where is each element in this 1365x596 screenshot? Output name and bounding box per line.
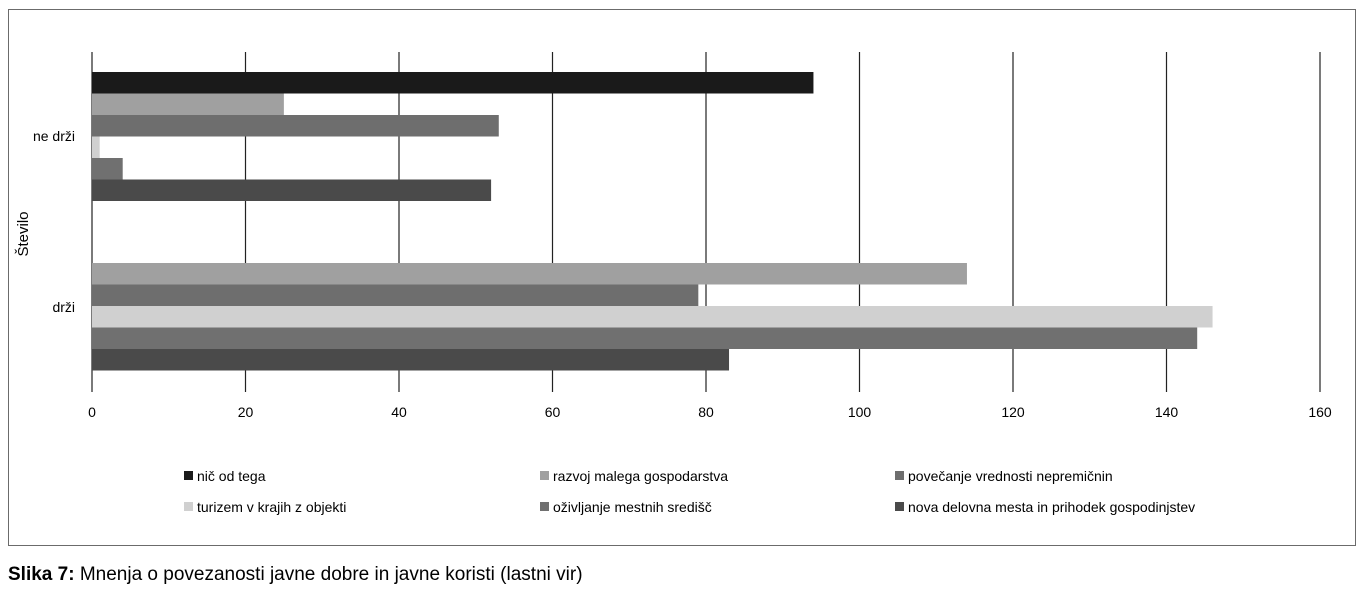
x-tick-label-0: 0: [88, 404, 96, 420]
bar-chart: 0 20 40 60 80 100 120 140 160 ne drži drži Število n…: [15, 52, 1332, 515]
x-tick-label-4: 80: [698, 404, 714, 420]
caption-prefix: Slika 7:: [8, 564, 75, 585]
legend-label-5: nova delovna mesta in prihodek gospodinj…: [908, 499, 1195, 515]
category-label-1: drži: [52, 299, 75, 315]
x-tick-label-3: 60: [545, 404, 561, 420]
bar-0-0: [92, 72, 814, 94]
category-label-0: ne drži: [33, 128, 75, 144]
bar-1-1: [92, 263, 967, 285]
x-tick-label-1: 20: [238, 404, 254, 420]
x-tick-label-2: 40: [391, 404, 407, 420]
bar-0-2: [92, 115, 499, 137]
legend-label-2: povečanje vrednosti nepremičnin: [908, 468, 1113, 484]
legend-label-1: razvoj malega gospodarstva: [553, 468, 728, 484]
legend-label-0: nič od tega: [197, 468, 266, 484]
legend-label-4: oživljanje mestnih središč: [553, 499, 712, 515]
legend-swatch-5: [895, 502, 904, 511]
caption-text: Mnenja o povezanosti javne dobre in javn…: [79, 564, 583, 585]
legend-swatch-0: [184, 471, 193, 480]
figure-caption: Slika 7: Mnenja o povezanosti javne dobr…: [8, 564, 583, 586]
bar-1-4: [92, 327, 1198, 349]
x-tick-label-6: 120: [1001, 404, 1025, 420]
legend-swatch-1: [540, 471, 549, 480]
x-tick-label-8: 160: [1308, 404, 1332, 420]
y-axis-title: Število: [15, 211, 32, 256]
legend-swatch-3: [184, 502, 193, 511]
bar-1-5: [92, 349, 730, 371]
bar-1-3: [92, 306, 1213, 328]
bar-0-5: [92, 179, 492, 201]
bar-1-2: [92, 284, 699, 306]
legend-label-3: turizem v krajih z objekti: [197, 499, 346, 515]
chart-frame: [8, 9, 1356, 546]
bar-0-4: [92, 158, 123, 180]
bar-0-1: [92, 93, 284, 115]
legend-swatch-4: [540, 502, 549, 511]
bar-0-3: [92, 136, 100, 158]
legend-swatch-2: [895, 471, 904, 480]
x-tick-label-7: 140: [1155, 404, 1179, 420]
x-tick-label-5: 100: [848, 404, 872, 420]
